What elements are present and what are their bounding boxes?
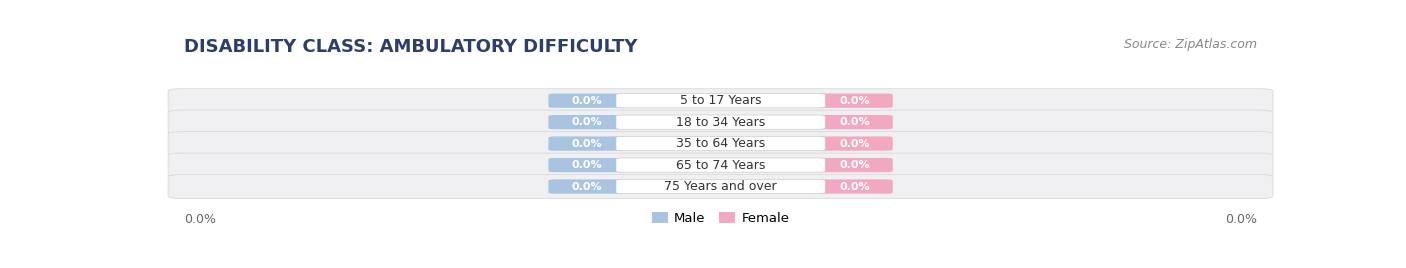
Text: 0.0%: 0.0% bbox=[839, 139, 870, 148]
Text: 0.0%: 0.0% bbox=[839, 160, 870, 170]
FancyBboxPatch shape bbox=[616, 94, 825, 108]
Text: 0.0%: 0.0% bbox=[571, 96, 602, 106]
FancyBboxPatch shape bbox=[616, 179, 825, 194]
FancyBboxPatch shape bbox=[548, 136, 624, 151]
Legend: Male, Female: Male, Female bbox=[647, 206, 794, 230]
FancyBboxPatch shape bbox=[548, 115, 624, 129]
FancyBboxPatch shape bbox=[817, 179, 893, 194]
FancyBboxPatch shape bbox=[548, 94, 624, 108]
Text: 5 to 17 Years: 5 to 17 Years bbox=[681, 94, 761, 107]
Text: 0.0%: 0.0% bbox=[571, 181, 602, 192]
Text: 0.0%: 0.0% bbox=[571, 139, 602, 148]
FancyBboxPatch shape bbox=[616, 158, 825, 172]
Text: 0.0%: 0.0% bbox=[1225, 213, 1257, 226]
FancyBboxPatch shape bbox=[169, 110, 1272, 134]
FancyBboxPatch shape bbox=[169, 174, 1272, 199]
Text: 75 Years and over: 75 Years and over bbox=[664, 180, 778, 193]
Text: DISABILITY CLASS: AMBULATORY DIFFICULTY: DISABILITY CLASS: AMBULATORY DIFFICULTY bbox=[184, 38, 638, 56]
Text: 0.0%: 0.0% bbox=[839, 181, 870, 192]
Text: 65 to 74 Years: 65 to 74 Years bbox=[676, 159, 765, 172]
Text: 0.0%: 0.0% bbox=[839, 96, 870, 106]
FancyBboxPatch shape bbox=[817, 136, 893, 151]
Text: 0.0%: 0.0% bbox=[571, 117, 602, 127]
Text: Source: ZipAtlas.com: Source: ZipAtlas.com bbox=[1123, 38, 1257, 51]
Text: 0.0%: 0.0% bbox=[571, 160, 602, 170]
FancyBboxPatch shape bbox=[169, 89, 1272, 113]
Text: 18 to 34 Years: 18 to 34 Years bbox=[676, 116, 765, 129]
FancyBboxPatch shape bbox=[548, 158, 624, 172]
FancyBboxPatch shape bbox=[817, 115, 893, 129]
FancyBboxPatch shape bbox=[817, 94, 893, 108]
FancyBboxPatch shape bbox=[817, 158, 893, 172]
Text: 0.0%: 0.0% bbox=[839, 117, 870, 127]
FancyBboxPatch shape bbox=[616, 136, 825, 151]
FancyBboxPatch shape bbox=[169, 153, 1272, 177]
Text: 35 to 64 Years: 35 to 64 Years bbox=[676, 137, 765, 150]
FancyBboxPatch shape bbox=[169, 132, 1272, 155]
FancyBboxPatch shape bbox=[616, 115, 825, 129]
FancyBboxPatch shape bbox=[548, 179, 624, 194]
Text: 0.0%: 0.0% bbox=[184, 213, 217, 226]
